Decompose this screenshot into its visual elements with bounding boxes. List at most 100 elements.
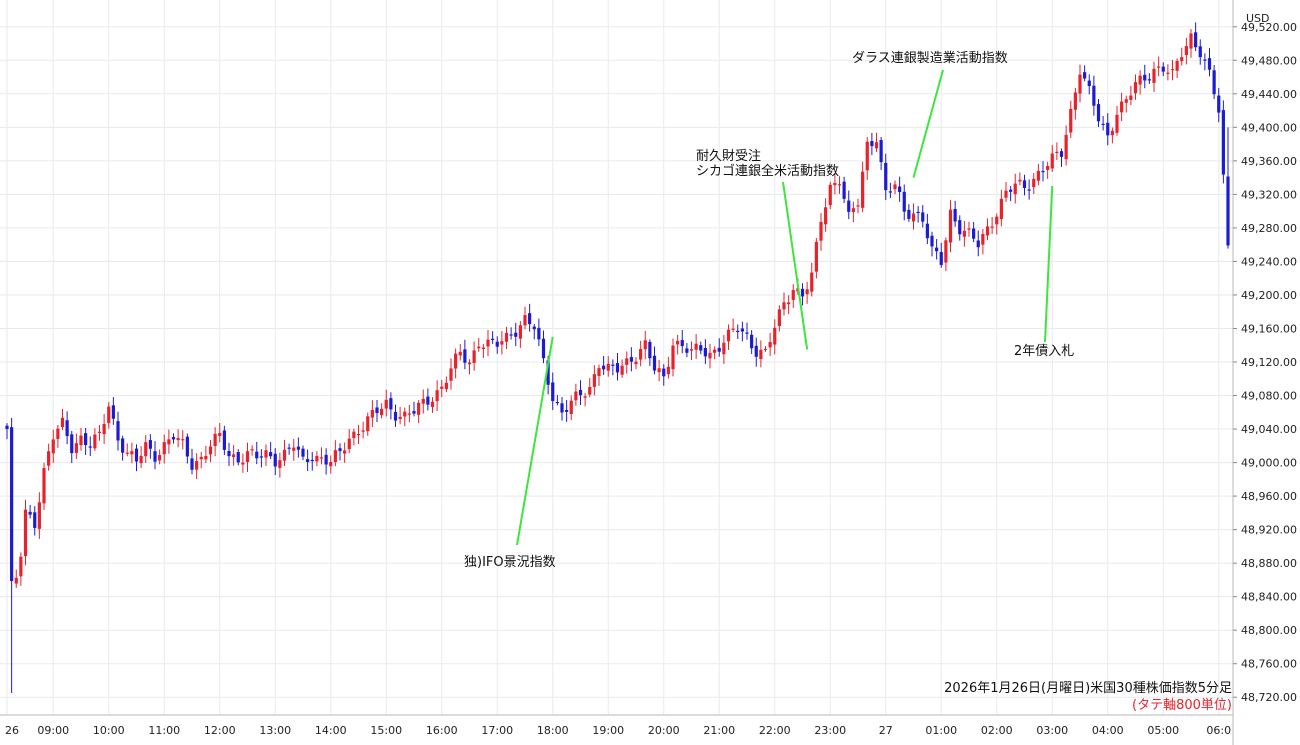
candle-body: [333, 450, 337, 463]
candle-body: [1032, 178, 1036, 188]
candle-body: [250, 449, 254, 451]
candle-body: [837, 184, 842, 186]
candle-body: [380, 408, 384, 416]
candle-body: [14, 577, 18, 584]
y-tick-label: 49,480.00: [1241, 54, 1297, 67]
candle-body: [907, 209, 911, 219]
y-tick-label: 49,360.00: [1241, 155, 1297, 168]
candle-body: [629, 357, 633, 362]
candle-body: [708, 352, 712, 359]
candle-body: [935, 247, 939, 252]
annotation-leader-line: [516, 336, 554, 546]
annotation-label: 耐久財受注: [696, 149, 761, 164]
y-tick-label: 49,520.00: [1241, 21, 1297, 34]
x-tick-label: 09:00: [37, 724, 69, 737]
candle-body: [167, 439, 171, 445]
candle-body: [759, 349, 763, 360]
candle-body: [509, 334, 513, 336]
candle-body: [1207, 58, 1212, 70]
candle-body: [1189, 33, 1193, 49]
y-tick-label: 48,960.00: [1241, 490, 1297, 503]
candle-body: [1004, 190, 1008, 198]
candle-body: [911, 213, 916, 222]
candle-body: [370, 409, 374, 418]
candle-body: [176, 438, 180, 441]
candle-body: [1184, 46, 1188, 55]
candle-body: [1036, 170, 1040, 181]
candle-body: [731, 328, 735, 330]
y-tick-label: 48,760.00: [1241, 658, 1297, 671]
candle-body: [181, 439, 185, 441]
annotation-leader-line: [912, 69, 944, 178]
candle-body: [65, 420, 69, 437]
y-tick-label: 49,000.00: [1241, 457, 1297, 470]
candle-body: [560, 403, 564, 413]
candle-body: [898, 186, 902, 193]
candle-body: [736, 330, 740, 332]
candle-body: [185, 436, 189, 457]
candle-body: [537, 327, 541, 340]
candle-body: [981, 233, 985, 245]
candle-body: [851, 208, 855, 213]
candle-body: [1129, 95, 1133, 100]
candle-body: [467, 362, 472, 365]
y-tick-label: 48,800.00: [1241, 624, 1297, 637]
candle-body: [592, 374, 596, 387]
candle-body: [948, 209, 953, 243]
candle-body: [546, 360, 550, 385]
candle-body: [417, 402, 421, 415]
candle-body: [976, 240, 980, 248]
candle-body: [454, 353, 458, 369]
candle-body: [791, 290, 795, 300]
candle-body: [1124, 99, 1128, 103]
candle-body: [1194, 32, 1198, 48]
x-tick-label: 26: [5, 724, 19, 737]
x-tick-label: 18:00: [537, 724, 569, 737]
candle-body: [292, 447, 296, 451]
candle-body: [588, 386, 592, 395]
candle-body: [491, 338, 495, 340]
y-tick-label: 49,280.00: [1241, 222, 1297, 235]
x-tick-label: 05:00: [1147, 724, 1179, 737]
time-axis[interactable]: 26 09:00 10:00 11:00 12:00 13:00 14:00 15:00 16:…: [5, 724, 1231, 737]
candle-body: [763, 348, 768, 351]
x-tick-label: 11:00: [148, 724, 180, 737]
candle-body: [666, 366, 670, 375]
candle-body: [532, 326, 536, 330]
candle-body: [856, 205, 860, 207]
candle-body: [1013, 183, 1017, 195]
candle-body: [440, 386, 444, 389]
candle-body: [111, 405, 115, 419]
candle-body: [1092, 85, 1096, 106]
candle-body: [662, 368, 666, 377]
candle-body: [879, 139, 883, 163]
candle-body: [282, 449, 287, 461]
candle-body: [643, 340, 647, 350]
candle-body: [463, 349, 467, 363]
candle-body: [430, 401, 435, 407]
candle-body: [833, 182, 837, 186]
candle-body: [1203, 59, 1207, 61]
candle-body: [199, 456, 203, 460]
candle-body: [208, 446, 213, 455]
candle-body: [1069, 108, 1073, 133]
y-tick-label: 49,160.00: [1241, 322, 1297, 335]
candle-body: [555, 401, 559, 404]
candle-body: [301, 448, 305, 457]
candle-body: [190, 458, 194, 470]
candle-body: [236, 452, 240, 463]
y-tick-label: 49,240.00: [1241, 255, 1297, 268]
candle-body: [528, 313, 532, 325]
candle-body: [1120, 101, 1124, 113]
candle-body: [990, 226, 994, 228]
candle-body: [514, 332, 518, 337]
price-axis[interactable]: 48,720.00 48,760.00 48,800.00 48,840.00 48,8…: [1233, 21, 1297, 704]
candle-body: [1101, 123, 1105, 126]
candle-body: [130, 451, 134, 455]
candle-body: [171, 437, 176, 440]
candle-body: [1143, 74, 1147, 81]
y-tick-label: 48,720.00: [1241, 691, 1297, 704]
candle-body: [481, 347, 485, 350]
